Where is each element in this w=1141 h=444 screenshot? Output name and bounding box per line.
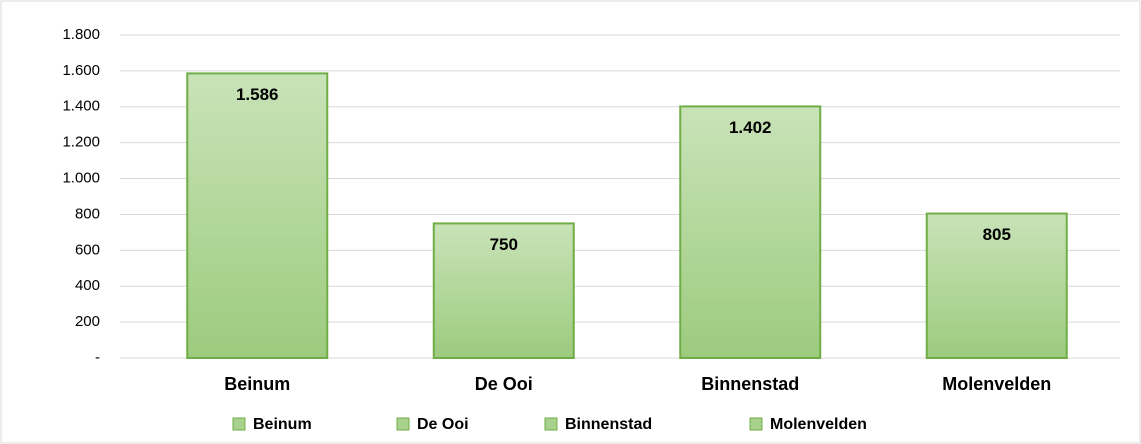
x-tick-label: Molenvelden bbox=[942, 374, 1051, 394]
data-label: 1.586 bbox=[236, 85, 279, 104]
y-tick-label: 400 bbox=[75, 277, 100, 294]
bar bbox=[679, 105, 822, 360]
legend-label: Beinum bbox=[253, 416, 312, 433]
bar bbox=[186, 72, 329, 359]
data-label: 805 bbox=[983, 225, 1011, 244]
legend-swatch bbox=[232, 417, 246, 431]
y-tick-label: 1.200 bbox=[62, 134, 100, 151]
y-tick-label: 200 bbox=[75, 313, 100, 330]
legend-label: De Ooi bbox=[417, 416, 469, 433]
y-tick-label: 1.400 bbox=[62, 98, 100, 115]
legend-swatch bbox=[396, 417, 410, 431]
legend-label: Binnenstad bbox=[565, 416, 652, 433]
y-tick-label: 600 bbox=[75, 241, 100, 258]
data-label: 1.402 bbox=[729, 118, 772, 137]
legend-swatch bbox=[749, 417, 763, 431]
legend-swatch bbox=[544, 417, 558, 431]
y-tick-label: 800 bbox=[75, 205, 100, 222]
x-tick-label: De Ooi bbox=[475, 374, 533, 394]
data-label: 750 bbox=[490, 235, 518, 254]
legend-label: Molenvelden bbox=[770, 416, 867, 433]
bar bbox=[925, 212, 1068, 359]
y-tick-label: - bbox=[95, 349, 100, 366]
x-tick-label: Binnenstad bbox=[701, 374, 799, 394]
y-tick-label: 1.800 bbox=[62, 26, 100, 43]
y-tick-label: 1.600 bbox=[62, 62, 100, 79]
y-tick-label: 1.000 bbox=[62, 170, 100, 187]
x-tick-label: Beinum bbox=[224, 374, 290, 394]
bar bbox=[432, 222, 575, 359]
